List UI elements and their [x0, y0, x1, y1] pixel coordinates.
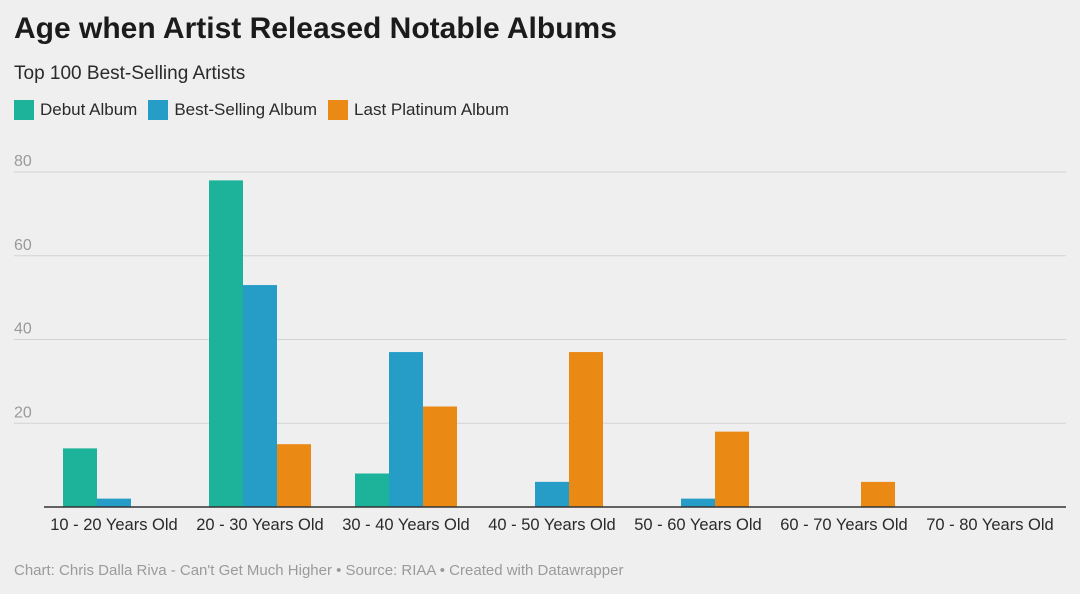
bar-chart: 20 40 60 80 10 - 20 Years Old 20 - 30 Years O… [14, 153, 1066, 534]
bar-best-selling-album-4 [681, 498, 715, 507]
bar-last-platinum-album-4 [715, 431, 749, 507]
chart-subtitle: Top 100 Best-Selling Artists [14, 63, 246, 84]
legend-swatch-debut [14, 100, 34, 120]
legend-item-last-platinum: Last Platinum Album [328, 100, 509, 120]
legend-label-debut: Debut Album [40, 100, 138, 119]
bar-best-selling-album-2 [389, 352, 423, 507]
x-tick-label-5: 60 - 70 Years Old [780, 516, 908, 534]
chart-legend: Debut Album Best-Selling Album Last Plat… [14, 100, 520, 120]
bar-last-platinum-album-3 [569, 352, 603, 507]
legend-swatch-last-platinum [328, 100, 349, 120]
legend-label-last-platinum: Last Platinum Album [354, 100, 509, 119]
legend-item-debut: Debut Album [14, 100, 137, 120]
bar-debut-album-2 [355, 473, 389, 507]
bar-debut-album-0 [63, 448, 97, 507]
bar-best-selling-album-0 [97, 498, 131, 507]
x-tick-label-4: 50 - 60 Years Old [634, 516, 762, 534]
bar-debut-album-1 [209, 180, 243, 507]
bar-last-platinum-album-5 [861, 481, 895, 507]
y-tick-label-20: 20 [14, 404, 32, 421]
x-tick-label-2: 30 - 40 Years Old [342, 516, 470, 534]
legend-label-best-selling: Best-Selling Album [174, 100, 318, 119]
legend-swatch-best-selling [148, 100, 169, 120]
bar-last-platinum-album-2 [423, 406, 457, 507]
y-tick-label-80: 80 [14, 153, 32, 170]
y-tick-label-60: 60 [14, 237, 32, 254]
x-tick-label-1: 20 - 30 Years Old [196, 516, 324, 534]
chart-title: Age when Artist Released Notable Albums [14, 12, 617, 45]
chart-source-note: Chart: Chris Dalla Riva - Can't Get Much… [14, 562, 624, 579]
y-tick-label-40: 40 [14, 321, 32, 338]
x-tick-label-6: 70 - 80 Years Old [926, 516, 1054, 534]
legend-item-best-selling: Best-Selling Album [148, 100, 317, 120]
x-tick-label-3: 40 - 50 Years Old [488, 516, 616, 534]
x-tick-label-0: 10 - 20 Years Old [50, 516, 178, 534]
bar-best-selling-album-1 [243, 285, 277, 507]
bar-best-selling-album-3 [535, 481, 569, 507]
bar-last-platinum-album-1 [277, 444, 311, 507]
